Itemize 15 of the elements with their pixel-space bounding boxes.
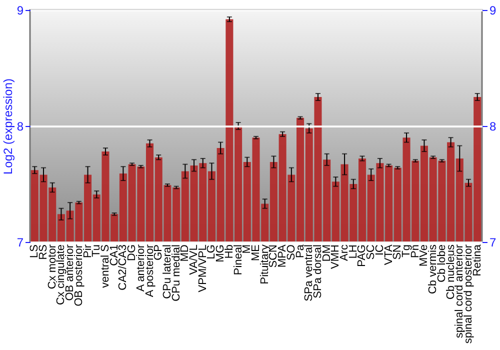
y2-tick-label: 9: [490, 4, 496, 18]
y2-tick-label: 8: [490, 120, 496, 134]
y-tick-label: 7: [16, 236, 24, 250]
x-tick-label: OB posterior: [72, 244, 85, 306]
x-tick-label: Tg: [400, 244, 413, 258]
y-axis-title: Log2 (expression): [0, 78, 15, 175]
x-tick-label: SO: [285, 244, 298, 260]
y2-tick-label: 7: [490, 236, 496, 250]
x-tick-label: IC: [374, 244, 386, 256]
x-tick-label: SPa dorsal: [312, 244, 324, 298]
x-tick-label: Hb: [223, 244, 236, 259]
x-tick-label: RS: [38, 244, 50, 260]
y-tick-label: 8: [16, 120, 24, 134]
x-tick-label: Cb lobe: [436, 244, 448, 282]
y-tick-label: 9: [16, 4, 24, 18]
